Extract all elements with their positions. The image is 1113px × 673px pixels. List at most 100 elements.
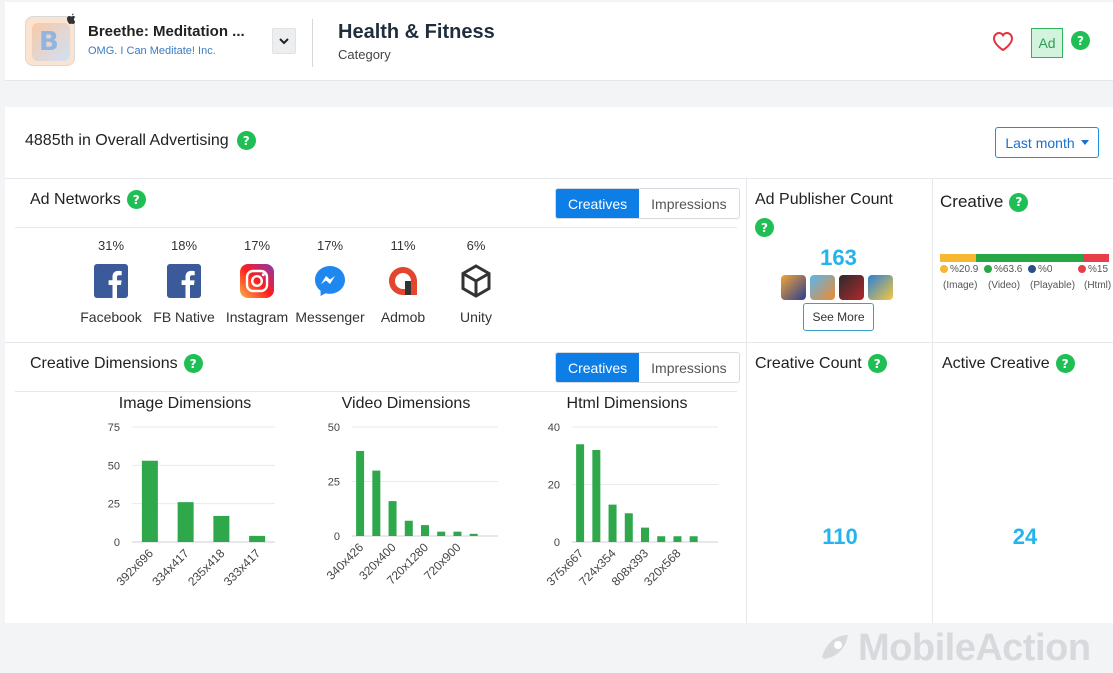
bar[interactable]	[356, 450, 365, 536]
help-icon[interactable]: ?	[1071, 31, 1090, 50]
legend-percent: %63.6	[994, 264, 1023, 275]
legend-label: (Video)	[988, 280, 1021, 291]
app-selector-dropdown[interactable]	[272, 28, 296, 54]
y-tick-label: 50	[328, 422, 340, 434]
help-icon[interactable]: ?	[126, 190, 146, 209]
network-messenger[interactable]: 17% Messenger	[285, 238, 375, 325]
network-name: Instagram	[225, 309, 289, 325]
creative-title-text: Creative	[940, 192, 1004, 211]
creative-legend-video: %63.6	[984, 264, 1022, 275]
help-icon[interactable]: ?	[1055, 354, 1075, 373]
facebook-icon	[94, 264, 128, 298]
overall-rank: 4885th in Overall Advertising ?	[25, 131, 256, 150]
x-tick-label: 320x568	[641, 546, 684, 589]
bar[interactable]	[576, 444, 585, 542]
bar[interactable]	[177, 502, 194, 542]
tab-creatives[interactable]: Creatives	[556, 189, 640, 218]
header-divider	[312, 19, 313, 67]
bar[interactable]	[249, 535, 266, 542]
network-percent: 6%	[466, 238, 486, 253]
networks-metric-toggle: Creatives Impressions	[555, 188, 740, 219]
network-percent: 31%	[97, 238, 125, 253]
network-name: FB Native	[153, 309, 215, 325]
help-icon[interactable]: ?	[755, 218, 774, 237]
tab-impressions[interactable]: Impressions	[639, 353, 739, 382]
creative-dimensions-title-text: Creative Dimensions	[30, 354, 178, 372]
app-icon-letter: B	[39, 27, 59, 57]
x-tick-label: 392x696	[114, 546, 157, 589]
row-divider	[5, 178, 1113, 179]
category-title: Health & Fitness	[338, 21, 495, 43]
ad-networks-title: Ad Networks ?	[30, 190, 146, 209]
bar[interactable]	[624, 513, 633, 542]
watermark-text: MobileAction	[858, 626, 1091, 669]
y-tick-label: 20	[548, 480, 560, 492]
creative-legend-playable: %0	[1028, 264, 1052, 275]
network-instagram[interactable]: 17% Instagram	[212, 238, 302, 325]
dimensions-header-divider	[15, 391, 737, 392]
network-admob[interactable]: 11% Admob	[358, 238, 448, 325]
favorite-heart-icon[interactable]	[991, 30, 1015, 52]
publisher-thumbnail[interactable]	[810, 275, 835, 300]
image-dimensions-title: Image Dimensions	[118, 395, 252, 412]
y-tick-label: 40	[548, 422, 560, 434]
see-more-button[interactable]: See More	[803, 303, 874, 331]
help-icon[interactable]: ?	[183, 354, 203, 373]
app-icon[interactable]: B	[25, 16, 75, 66]
column-divider	[932, 178, 933, 623]
rank-text: 4885th in Overall Advertising	[25, 131, 229, 149]
tab-impressions[interactable]: Impressions	[639, 189, 739, 218]
help-icon[interactable]: ?	[236, 131, 256, 150]
bar[interactable]	[657, 536, 666, 542]
creative-segment-video	[976, 254, 1083, 262]
period-dropdown[interactable]: Last month	[995, 127, 1099, 158]
network-fb-native[interactable]: 18% FB Native	[139, 238, 229, 325]
bar[interactable]	[404, 520, 413, 536]
ad-badge[interactable]: Ad	[1031, 28, 1063, 58]
bar[interactable]	[421, 525, 429, 536]
bar[interactable]	[372, 470, 381, 536]
bar[interactable]	[641, 527, 649, 542]
bar[interactable]	[141, 460, 158, 542]
column-divider	[746, 178, 747, 623]
html-dimensions-title: Html Dimensions	[566, 395, 688, 412]
app-name: Breethe: Meditation ...	[88, 23, 245, 40]
bar[interactable]	[689, 536, 698, 542]
developer-link[interactable]: OMG. I Can Meditate! Inc.	[88, 45, 216, 57]
y-tick-label: 75	[108, 422, 120, 434]
network-facebook[interactable]: 31% Facebook	[66, 238, 156, 325]
active-creative-value: 24	[1012, 524, 1038, 549]
legend-dot	[940, 265, 948, 273]
instagram-icon	[240, 264, 274, 298]
legend-percent: %20.9	[950, 264, 979, 275]
help-icon[interactable]: ?	[867, 354, 887, 373]
bar[interactable]	[388, 501, 397, 536]
legend-dot	[1028, 265, 1036, 273]
network-name: Unity	[460, 309, 492, 325]
bar[interactable]	[213, 515, 230, 542]
network-percent: 11%	[390, 238, 416, 253]
network-name: Facebook	[80, 309, 142, 325]
network-percent: 17%	[316, 238, 344, 253]
bar[interactable]	[469, 533, 478, 536]
bar[interactable]	[592, 450, 601, 542]
help-icon[interactable]: ?	[1009, 192, 1029, 212]
active-creative-title-text: Active Creative	[942, 354, 1050, 372]
publisher-thumbnail[interactable]	[868, 275, 893, 300]
bar[interactable]	[608, 504, 617, 542]
y-tick-label: 50	[108, 460, 120, 472]
network-unity[interactable]: 6% Unity	[431, 238, 521, 325]
creative-segment-html	[1083, 254, 1109, 262]
creative-count-title-text: Creative Count	[755, 354, 862, 372]
publisher-thumbnail[interactable]	[839, 275, 864, 300]
publisher-thumbnail[interactable]	[781, 275, 806, 300]
legend-dot	[984, 265, 992, 273]
video-dimensions-title: Video Dimensions	[341, 395, 471, 412]
bar[interactable]	[453, 531, 462, 536]
tab-creatives[interactable]: Creatives	[556, 353, 640, 382]
y-tick-label: 0	[554, 537, 560, 549]
bar[interactable]	[437, 531, 446, 536]
bar[interactable]	[673, 536, 682, 542]
